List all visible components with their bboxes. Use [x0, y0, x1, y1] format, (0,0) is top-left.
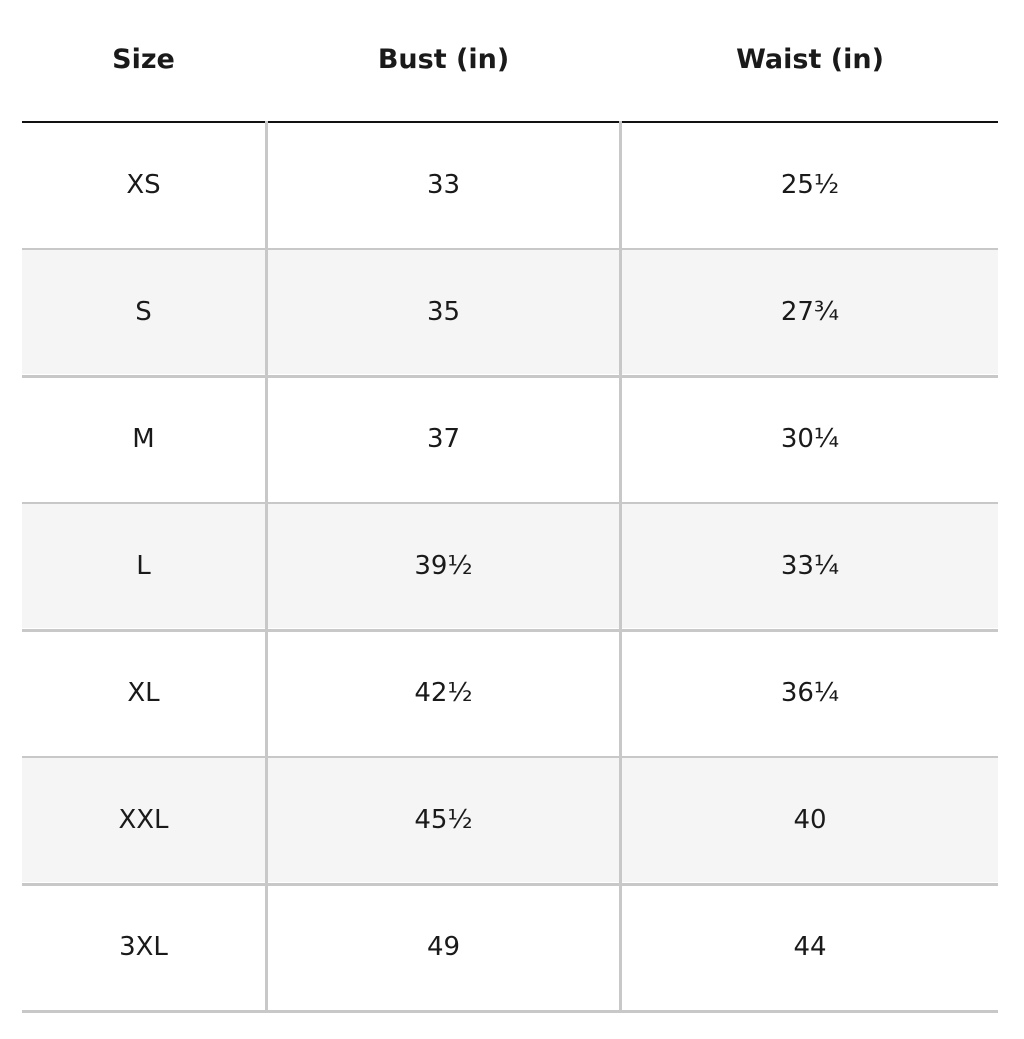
cell-bust: 39½	[414, 551, 473, 581]
cell-size: 3XL	[119, 932, 168, 962]
row-divider	[22, 375, 998, 378]
column-divider	[619, 121, 622, 1011]
cell-size: XS	[126, 170, 161, 200]
cell-waist: 36¼	[780, 678, 840, 708]
cell-bust: 37	[426, 424, 461, 454]
cell-bust: 45½	[414, 805, 473, 835]
row-divider	[22, 883, 998, 886]
cell-waist: 25½	[780, 170, 840, 200]
header-size: Size	[112, 44, 175, 75]
cell-waist: 44	[793, 932, 827, 962]
table-row: L 39½ 33¼	[22, 504, 998, 628]
header-waist: Waist (in)	[736, 44, 884, 75]
cell-waist: 33¼	[780, 551, 840, 581]
cell-size: XL	[127, 678, 160, 708]
header-rule	[22, 121, 265, 123]
cell-bust: 42½	[414, 678, 473, 708]
cell-waist: 40	[793, 805, 827, 835]
cell-bust: 49	[426, 932, 461, 962]
row-divider	[22, 248, 998, 251]
cell-bust: 35	[426, 297, 461, 327]
header-rule	[268, 121, 619, 123]
table-row: S 35 27¾	[22, 250, 998, 374]
cell-size: L	[136, 551, 151, 581]
cell-waist: 27¾	[780, 297, 840, 327]
cell-waist: 30¼	[780, 424, 840, 454]
table-row: XXL 45½ 40	[22, 758, 998, 882]
table-row: 3XL 49 44	[22, 885, 998, 1009]
table-row: XL 42½ 36¼	[22, 631, 998, 755]
row-divider	[22, 502, 998, 505]
table-row: XS 33 25½	[22, 123, 998, 247]
cell-size: S	[135, 297, 152, 327]
cell-bust: 33	[426, 170, 461, 200]
header-rule	[622, 121, 998, 123]
row-divider	[22, 629, 998, 632]
cell-size: XXL	[118, 805, 169, 835]
row-divider	[22, 1010, 998, 1013]
cell-size: M	[132, 424, 155, 454]
row-divider	[22, 756, 998, 759]
column-divider	[265, 121, 268, 1011]
table-row: M 37 30¼	[22, 377, 998, 501]
header-bust: Bust (in)	[377, 44, 510, 75]
